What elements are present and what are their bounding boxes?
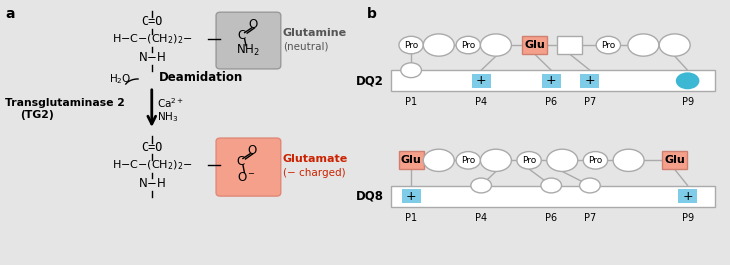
Text: (− charged): (− charged) xyxy=(283,168,345,178)
Text: N$-$H: N$-$H xyxy=(138,176,166,190)
Text: C=O: C=O xyxy=(141,15,163,28)
Bar xyxy=(399,151,423,169)
Text: O$^-$: O$^-$ xyxy=(237,170,256,184)
Text: Pro: Pro xyxy=(404,41,418,50)
Bar xyxy=(542,74,561,88)
Bar xyxy=(391,70,715,91)
Text: DQ8: DQ8 xyxy=(356,189,383,203)
Circle shape xyxy=(480,149,512,171)
FancyBboxPatch shape xyxy=(216,138,281,196)
Text: Pro: Pro xyxy=(522,156,537,165)
Text: H$-$C$-$(CH$_2$)$_2$$-$: H$-$C$-$(CH$_2$)$_2$$-$ xyxy=(112,158,192,172)
Text: O: O xyxy=(247,144,256,157)
Text: +: + xyxy=(683,189,693,203)
Bar xyxy=(557,36,582,54)
Text: (neutral): (neutral) xyxy=(283,42,328,52)
Text: P7: P7 xyxy=(584,213,596,223)
Text: N$-$H: N$-$H xyxy=(138,51,166,64)
Text: Pro: Pro xyxy=(461,156,475,165)
Bar xyxy=(580,74,599,88)
Circle shape xyxy=(596,36,620,54)
Text: Glu: Glu xyxy=(401,155,421,165)
Text: P9: P9 xyxy=(682,213,694,223)
Text: P4: P4 xyxy=(475,97,487,107)
Text: Glu: Glu xyxy=(664,155,685,165)
Circle shape xyxy=(480,34,512,56)
Text: C: C xyxy=(236,155,244,168)
Bar xyxy=(472,74,491,88)
Text: P7: P7 xyxy=(584,97,596,107)
Circle shape xyxy=(541,178,561,193)
Text: H$-$C$-$(CH$_2$)$_2$$-$: H$-$C$-$(CH$_2$)$_2$$-$ xyxy=(112,32,192,46)
Text: Pro: Pro xyxy=(602,41,615,50)
Text: P9: P9 xyxy=(682,97,694,107)
Circle shape xyxy=(613,149,644,171)
Text: +: + xyxy=(476,74,486,87)
Circle shape xyxy=(423,149,454,171)
Circle shape xyxy=(456,152,480,169)
Text: O: O xyxy=(248,18,257,31)
Circle shape xyxy=(659,34,690,56)
Bar xyxy=(402,189,420,203)
Text: P1: P1 xyxy=(405,97,417,107)
Circle shape xyxy=(456,36,480,54)
Text: Pro: Pro xyxy=(461,41,475,50)
Circle shape xyxy=(423,34,454,56)
Text: P1: P1 xyxy=(405,213,417,223)
Text: Glu: Glu xyxy=(524,40,545,50)
Circle shape xyxy=(583,152,607,169)
Text: Transglutaminase 2: Transglutaminase 2 xyxy=(5,98,126,108)
Text: +: + xyxy=(546,74,556,87)
Text: b: b xyxy=(367,7,377,21)
Text: DQ2: DQ2 xyxy=(356,74,383,87)
FancyBboxPatch shape xyxy=(216,12,281,69)
Text: NH$_2$: NH$_2$ xyxy=(237,43,260,58)
Text: Deamidation: Deamidation xyxy=(159,71,243,84)
Text: Glutamine: Glutamine xyxy=(283,28,347,38)
Bar xyxy=(662,151,687,169)
Text: C: C xyxy=(237,29,246,42)
Bar xyxy=(678,189,697,203)
Bar xyxy=(391,186,715,207)
Text: a: a xyxy=(5,7,15,21)
Circle shape xyxy=(401,63,421,78)
Text: NH$_3$: NH$_3$ xyxy=(157,110,179,123)
Text: P4: P4 xyxy=(475,213,487,223)
Bar xyxy=(522,36,548,54)
Text: P6: P6 xyxy=(545,97,557,107)
Text: Ca$^{2+}$: Ca$^{2+}$ xyxy=(157,96,184,110)
Circle shape xyxy=(399,36,423,54)
Text: (TG2): (TG2) xyxy=(20,110,53,120)
Text: Pro: Pro xyxy=(588,156,602,165)
Circle shape xyxy=(517,152,541,169)
Circle shape xyxy=(676,72,699,89)
Text: Glutamate: Glutamate xyxy=(283,154,348,164)
Circle shape xyxy=(580,178,600,193)
Text: P6: P6 xyxy=(545,213,557,223)
Text: +: + xyxy=(406,189,416,203)
Text: +: + xyxy=(585,74,595,87)
Text: H$_2$O: H$_2$O xyxy=(110,72,132,86)
Circle shape xyxy=(471,178,491,193)
Text: C=O: C=O xyxy=(141,140,163,154)
Circle shape xyxy=(547,149,577,171)
Circle shape xyxy=(628,34,659,56)
